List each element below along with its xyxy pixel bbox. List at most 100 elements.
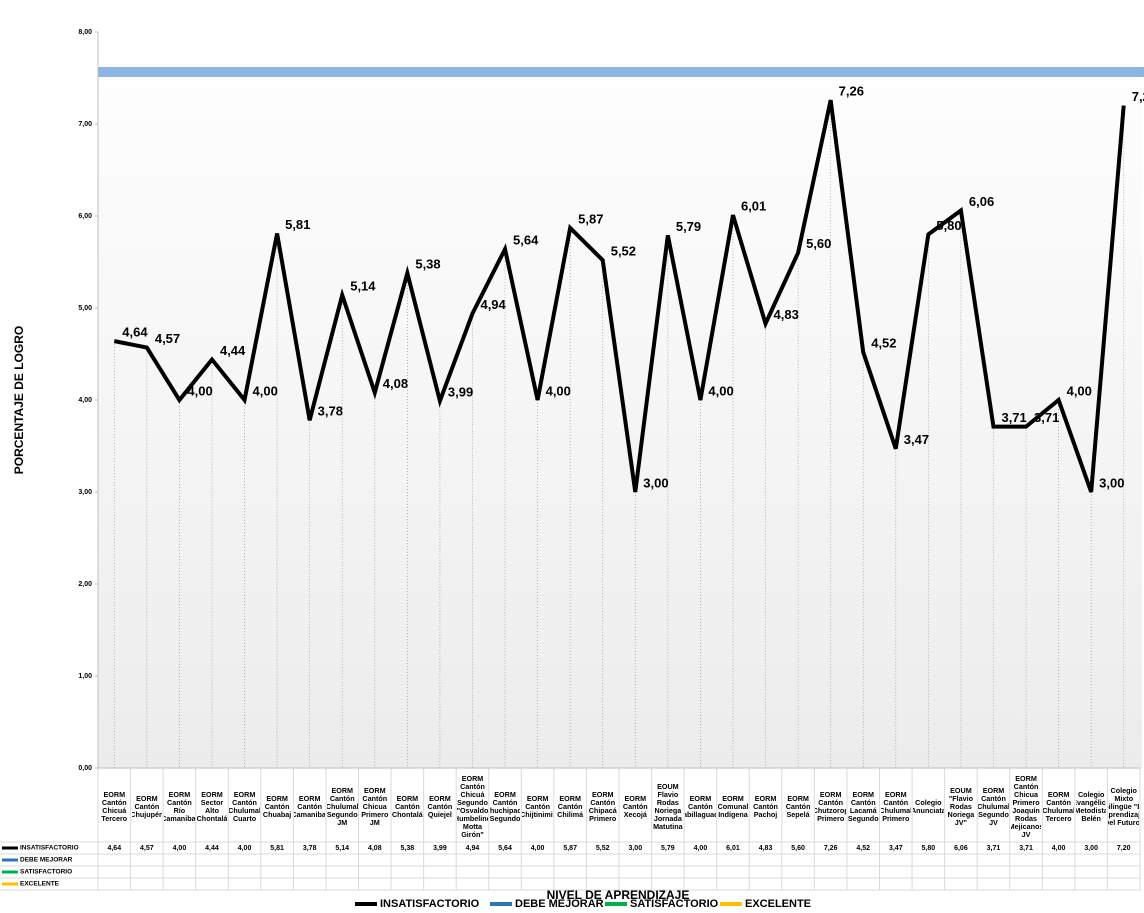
y-axis-title: PORCENTAJE DE LOGRO — [12, 326, 26, 474]
x-tick-label: EORM Cantón Chulumal Segundo JV — [978, 786, 1009, 827]
plot-area — [98, 32, 1142, 768]
data-label: 7,20 — [1132, 89, 1144, 104]
table-value: 4,00 — [694, 845, 708, 852]
table-series-name: INSATISFACTORIO — [20, 845, 79, 852]
data-label: 3,00 — [643, 475, 668, 490]
data-label: 4,00 — [708, 383, 733, 398]
table-value: 3,71 — [987, 845, 1001, 852]
table-value: 5,60 — [791, 845, 805, 852]
x-tick-label: EORM Cantón Chicuá Tercero — [101, 790, 128, 823]
y-tick-label: 7,00 — [78, 121, 92, 128]
table-value: 4,00 — [531, 845, 545, 852]
table-value: 5,79 — [661, 845, 675, 852]
table-value: 7,20 — [1117, 845, 1131, 852]
x-tick-label: EOUM "Flavio Rodas Noriega JV" — [947, 786, 975, 827]
data-label: 3,99 — [448, 384, 473, 399]
data-label: 4,08 — [383, 376, 408, 391]
table-value: 4,00 — [173, 845, 187, 852]
data-label: 5,64 — [513, 233, 539, 248]
x-tick-label: EORM Cantón Chontalá — [392, 794, 423, 819]
y-tick-label: 1,00 — [78, 673, 92, 680]
data-label: 6,01 — [741, 199, 766, 214]
x-tick-label: EORM Cantón Camanibal — [294, 794, 325, 819]
data-label: 4,00 — [546, 383, 571, 398]
data-label: 4,57 — [155, 331, 180, 346]
data-label: 5,81 — [285, 217, 310, 232]
x-tick-label: EORM Cantón Chicuá Segundo "Osvaldo Humb… — [457, 774, 488, 839]
data-label: 3,00 — [1099, 475, 1124, 490]
x-tick-label: EORM Cantón Chicua Primero Joaquín Rodas… — [1010, 774, 1042, 839]
y-tick-label: 0,00 — [78, 765, 92, 772]
x-axis-title: NIVEL DE APRENDIZAJE — [547, 888, 690, 902]
table-value: 5,80 — [922, 845, 936, 852]
data-label: 3,78 — [318, 404, 343, 419]
x-tick-label: EORM Cantón Chulumal Primero — [880, 790, 912, 823]
table-value: 3,00 — [628, 845, 642, 852]
x-tick-label: EORM Cantón Chulumal Tercero — [1043, 790, 1074, 823]
x-tick-label: EORM Cantón Pachoj — [753, 794, 778, 819]
data-label: 3,71 — [1034, 410, 1059, 425]
table-value: 4,08 — [368, 845, 382, 852]
table-series-name: EXCELENTE — [20, 881, 60, 888]
x-tick-label: EORM Cantón Chujupén — [131, 794, 163, 819]
table-series-name: SATISFACTORIO — [20, 869, 72, 876]
x-tick-label: Colegio Mixto Bilingüe "El Aprendizaje D… — [1108, 786, 1139, 827]
data-label: 5,87 — [578, 211, 603, 226]
reference-band — [98, 67, 1144, 77]
table-value: 7,26 — [824, 845, 838, 852]
x-tick-label: EORM Cantón Río Camanibal — [164, 790, 195, 823]
table-value: 3,99 — [433, 845, 447, 852]
x-tick-label: EORM Cantón Xabillaguach — [685, 794, 716, 819]
table-value: 6,06 — [954, 845, 968, 852]
y-tick-label: 8,00 — [78, 29, 92, 36]
x-tick-label: EORM Cantón Chulumal Segundo JM — [326, 786, 358, 827]
table-value: 6,01 — [726, 845, 740, 852]
table-value: 4,64 — [107, 845, 121, 852]
data-label: 4,44 — [220, 343, 246, 358]
table-value: 4,52 — [856, 845, 870, 852]
x-tick-label: EORM Cantón Lacamá Segundo — [847, 790, 879, 823]
table-value: 5,14 — [335, 845, 349, 852]
x-tick-label: EORM Cantón Chicua Primero JM — [361, 786, 389, 827]
data-label: 5,14 — [350, 279, 376, 294]
table-value: 4,00 — [1052, 845, 1066, 852]
x-tick-label: EORM Cantón Chulumal Cuarto — [229, 790, 260, 823]
table-value: 4,94 — [466, 845, 480, 852]
table-value: 5,64 — [498, 845, 512, 852]
x-tick-label: EORM Cantón Chipacá Primero — [588, 790, 617, 823]
series-line — [113, 99, 1126, 493]
data-label: 3,71 — [1001, 410, 1026, 425]
table-value: 5,52 — [596, 845, 610, 852]
x-tick-label: EORM Cantón Sepelá — [785, 794, 811, 819]
x-tick-label: EORM Sector Alto Chontalá — [196, 790, 228, 823]
x-tick-label: EORM Cantón Xecojá — [622, 794, 648, 819]
data-label: 5,79 — [676, 219, 701, 234]
data-label: 4,00 — [187, 383, 212, 398]
x-tick-label: EOUM Flavio Rodas Noriega Jornada Matuti… — [653, 782, 683, 831]
y-tick-label: 3,00 — [78, 489, 92, 496]
x-tick-label: EORM Comunal Indígena — [717, 794, 749, 819]
table-series-name: DEBE MEJORAR — [20, 857, 73, 864]
data-label: 4,64 — [122, 325, 148, 340]
data-label: 4,83 — [774, 307, 799, 322]
data-label: 5,80 — [936, 218, 961, 233]
table-value: 5,81 — [270, 845, 284, 852]
table-value: 4,57 — [140, 845, 154, 852]
table-value: 5,87 — [563, 845, 577, 852]
data-label: 7,26 — [839, 84, 864, 99]
y-tick-label: 5,00 — [78, 305, 92, 312]
table-value: 5,38 — [401, 845, 415, 852]
table-value: 3,78 — [303, 845, 317, 852]
data-label: 4,00 — [1067, 383, 1092, 398]
x-tick-label: Colegio Evangélico Metodista Belén — [1075, 790, 1107, 823]
data-label: 6,06 — [969, 194, 994, 209]
data-label: 5,52 — [611, 244, 636, 259]
x-tick-label: Colegio "Anunciata" — [913, 798, 944, 815]
y-tick-label: 6,00 — [78, 213, 92, 220]
table-value: 4,44 — [205, 845, 219, 852]
legend-label: SATISFACTORIO — [630, 898, 719, 910]
legend-label: DEBE MEJORAR — [515, 898, 604, 910]
legend-label: INSATISFACTORIO — [380, 898, 480, 910]
x-tick-label: EORM Cantón Chuabaj — [262, 794, 292, 819]
